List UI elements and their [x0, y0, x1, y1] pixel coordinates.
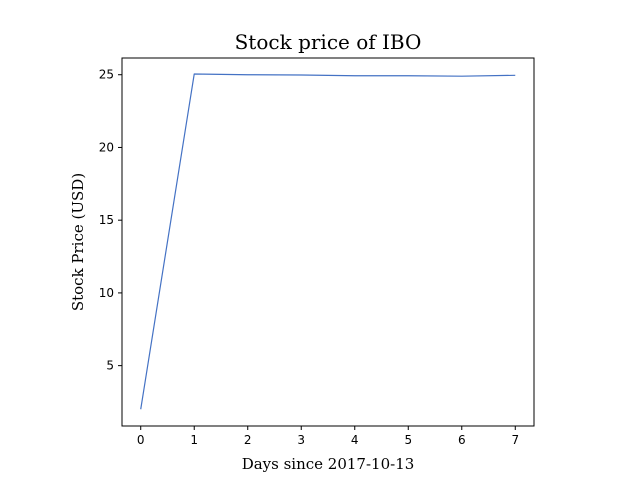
- y-tick-label: 5: [106, 359, 114, 373]
- series-layer: [140, 73, 516, 410]
- x-tick-label: 3: [297, 433, 305, 447]
- x-tick-label: 7: [511, 433, 519, 447]
- x-tick-label: 4: [351, 433, 359, 447]
- chart-title: Stock price of IBO: [235, 30, 422, 54]
- x-axis-label: Days since 2017-10-13: [242, 455, 415, 473]
- x-tick-label: 2: [244, 433, 252, 447]
- y-tick-label: 20: [99, 140, 114, 154]
- x-axis: 0 1 2 3 4 5 6 7: [137, 426, 519, 447]
- x-tick-label: 1: [190, 433, 198, 447]
- x-tick-label: 5: [404, 433, 412, 447]
- y-axis: 5 10 15 20 25: [99, 68, 122, 373]
- y-tick-label: 25: [99, 68, 114, 82]
- plot-frame: [121, 57, 535, 427]
- x-tick-label: 0: [137, 433, 145, 447]
- x-tick-label: 6: [458, 433, 466, 447]
- plot-area: [121, 57, 535, 427]
- y-axis-label: Stock Price (USD): [69, 173, 87, 311]
- y-tick-label: 15: [99, 213, 114, 227]
- series-line: [140, 73, 516, 410]
- y-tick-label: 10: [99, 286, 114, 300]
